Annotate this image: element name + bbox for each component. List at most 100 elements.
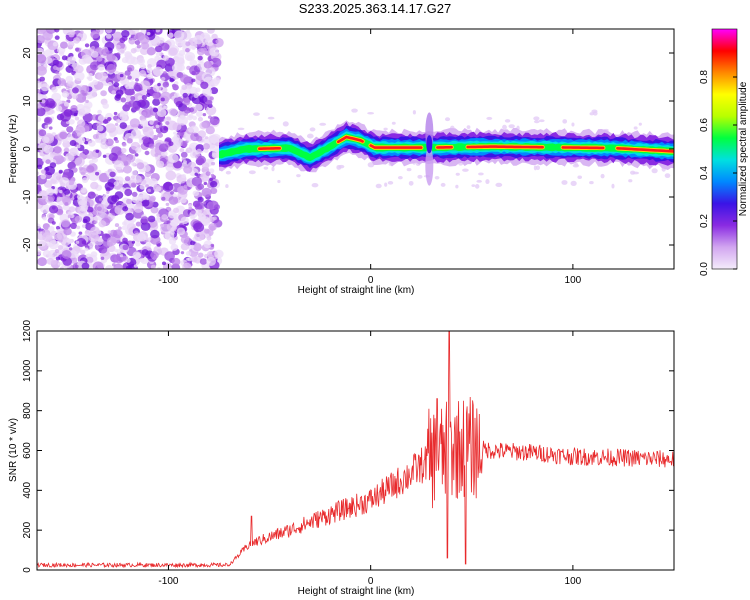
noise-blob <box>195 201 204 210</box>
noise-blob <box>157 122 161 126</box>
spectrogram-ytick-label: 20 <box>22 47 33 59</box>
noise-blob <box>57 262 62 266</box>
speckle <box>338 164 345 169</box>
noise-blob <box>84 247 89 252</box>
noise-blob <box>179 114 185 120</box>
speckle <box>225 170 231 175</box>
colorbar-axis: 0.0 0.2 0.4 0.6 0.8 <box>699 28 738 276</box>
noise-blob <box>162 55 169 61</box>
noise-blob <box>58 177 70 187</box>
noise-blob <box>166 116 171 121</box>
noise-blob <box>76 144 81 149</box>
noise-blob <box>181 140 188 147</box>
speckle <box>486 116 493 120</box>
noise-blob <box>115 139 119 144</box>
noise-blob <box>209 116 220 126</box>
noise-blob <box>130 129 142 139</box>
noise-blob <box>132 251 142 260</box>
noise-blob <box>201 72 213 82</box>
noise-blob <box>79 30 84 34</box>
noise-blob <box>98 245 108 254</box>
noise-blob <box>197 155 206 164</box>
noise-blob <box>107 81 113 87</box>
spectrogram-xtick-label: 0 <box>368 275 374 286</box>
noise-blob <box>114 122 119 126</box>
speckle <box>611 183 615 189</box>
noise-blob <box>122 165 132 174</box>
noise-blob <box>197 252 204 258</box>
spectrogram-xlabel: Height of straight line (km) <box>298 285 415 296</box>
noise-blob <box>194 172 198 176</box>
noise-blob <box>119 73 124 78</box>
noise-blob <box>167 32 174 39</box>
noise-blob <box>176 186 185 194</box>
noise-blob <box>116 52 121 57</box>
noise-blob <box>121 142 127 147</box>
noise-blob <box>179 147 185 153</box>
noise-blob <box>65 152 75 162</box>
noise-blob <box>149 120 155 125</box>
noise-blob <box>96 206 102 212</box>
noise-blob <box>66 126 74 133</box>
noise-blob <box>47 194 55 202</box>
spectrogram-ytick-label: -10 <box>22 189 33 204</box>
noise-blob <box>72 147 79 152</box>
noise-blob <box>48 239 59 250</box>
noise-blob <box>46 257 54 265</box>
noise-blob <box>81 177 89 183</box>
noise-blob <box>212 77 221 85</box>
noise-blob <box>183 165 193 174</box>
noise-blob <box>152 92 160 100</box>
noise-blob <box>133 264 138 268</box>
noise-blob <box>122 237 128 243</box>
noise-blob <box>136 57 146 66</box>
noise-blob <box>37 116 42 123</box>
noise-blob <box>160 42 170 51</box>
noise-blob <box>95 149 100 154</box>
noise-blob <box>98 198 103 202</box>
noise-blob <box>80 187 87 194</box>
noise-blob <box>150 206 159 214</box>
noise-blob <box>202 112 207 117</box>
noise-blob <box>80 171 85 176</box>
noise-blob <box>197 196 204 203</box>
noise-blob <box>215 39 220 44</box>
noise-blob <box>126 198 133 205</box>
noise-blob <box>186 54 193 61</box>
noise-blob <box>128 84 135 90</box>
snr-xlabel: Height of straight line (km) <box>298 586 415 597</box>
noise-blob <box>187 257 192 262</box>
noise-blob <box>144 150 150 156</box>
noise-blob <box>37 44 40 48</box>
noise-blob <box>137 95 143 101</box>
noise-blob <box>74 116 80 121</box>
noise-blob <box>89 151 99 160</box>
noise-blob <box>125 55 136 65</box>
noise-blob <box>136 44 141 49</box>
noise-blob <box>209 225 216 231</box>
speckle <box>253 112 260 116</box>
speckle <box>570 180 577 187</box>
noise-blob <box>188 113 194 119</box>
noise-blob <box>156 213 160 217</box>
noise-blob <box>131 240 136 244</box>
noise-blob <box>59 131 68 140</box>
speckle <box>277 179 281 184</box>
noise-blob <box>201 187 212 198</box>
noise-blob <box>68 31 75 38</box>
noise-blob <box>90 181 99 190</box>
noise-blob <box>186 107 190 111</box>
noise-blob <box>97 115 105 122</box>
noise-blob <box>118 48 126 55</box>
noise-blob <box>209 96 214 101</box>
speckle <box>632 171 640 175</box>
noise-blob <box>208 168 215 174</box>
noise-blob <box>77 196 88 206</box>
speckle <box>367 112 375 115</box>
noise-blob <box>48 225 55 232</box>
noise-blob <box>152 107 159 113</box>
noise-blob <box>88 72 93 77</box>
noise-blob <box>37 223 41 229</box>
noise-blob <box>86 76 91 80</box>
noise-blob <box>67 56 76 65</box>
